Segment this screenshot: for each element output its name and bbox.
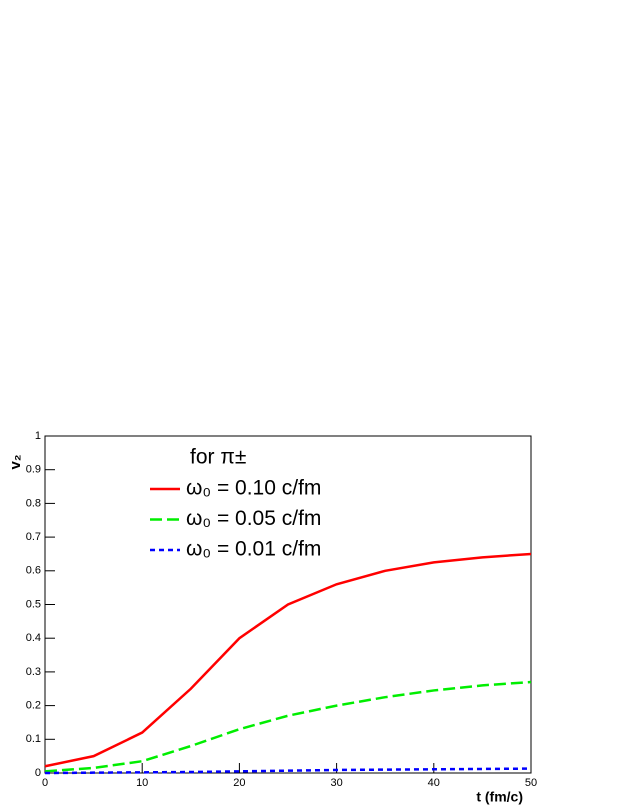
- series-line: [44, 680, 532, 773]
- x-tick-label: 10: [136, 777, 148, 789]
- legend-title: for π±: [190, 446, 246, 469]
- y-tick-label: 0.4: [26, 632, 41, 644]
- x-tick-label: 30: [330, 777, 342, 789]
- y-axis-label: v₂: [7, 454, 24, 469]
- x-tick-label: 50: [525, 777, 537, 789]
- y-tick-label: 0.1: [26, 733, 41, 745]
- series-line: [44, 767, 532, 775]
- y-tick-label: 0.2: [26, 700, 41, 712]
- y-tick-label: 0.5: [26, 598, 41, 610]
- y-tick-label: 0.8: [26, 497, 41, 509]
- x-tick-label: 40: [428, 777, 440, 789]
- y-tick-label: 0.3: [26, 666, 41, 678]
- x-tick-label: 20: [233, 777, 245, 789]
- legend-label: ω₀ = 0.10 c/fm: [186, 477, 321, 500]
- legend-label: ω₀ = 0.01 c/fm: [186, 538, 321, 561]
- x-axis-label: t (fm/c): [476, 789, 523, 805]
- y-tick-label: 1: [35, 430, 41, 442]
- y-tick-label: 0.9: [26, 464, 41, 476]
- legend-label: ω₀ = 0.05 c/fm: [186, 507, 321, 530]
- x-tick-label: 0: [42, 777, 48, 789]
- series-line: [44, 552, 532, 768]
- y-tick-label: 0.6: [26, 565, 41, 577]
- y-tick-label: 0.7: [26, 531, 41, 543]
- y-tick-label: 0: [35, 767, 41, 779]
